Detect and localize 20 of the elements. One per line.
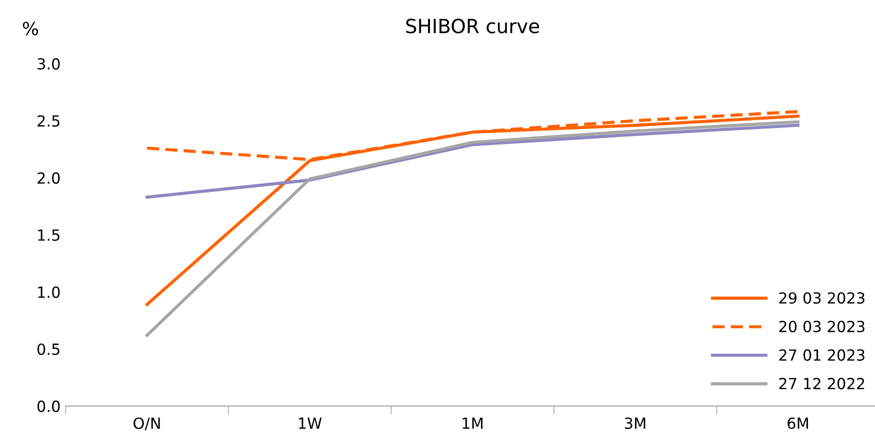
legend-label: 29 03 2023	[779, 292, 864, 304]
legend-label: 27 01 2023	[779, 349, 864, 361]
y-tick-label: 2.0	[38, 172, 60, 184]
x-tick-label: 1M	[462, 418, 482, 429]
y-tick-label: 0.0	[37, 400, 60, 412]
legend-label: 27 12 2022	[779, 378, 864, 390]
y-tick-label: 1.0	[38, 286, 60, 298]
line-series	[145, 120, 800, 337]
chart-title: SHIBOR curve	[406, 18, 540, 34]
y-tick-label: 3.0	[38, 58, 60, 70]
x-tick-label: 1W	[299, 418, 322, 429]
x-tick-label: 3M	[624, 417, 646, 430]
x-tick-label: 6M	[788, 417, 808, 430]
y-tick-label: 2.5	[38, 115, 60, 127]
x-tick-label: O/N	[134, 417, 160, 430]
y-tick-label: 1.5	[38, 230, 60, 241]
y-tick-label: 0.5	[37, 343, 60, 356]
y-axis-title: %	[22, 22, 38, 36]
line-series	[145, 124, 800, 199]
legend-label: 20 03 2023	[779, 320, 864, 332]
